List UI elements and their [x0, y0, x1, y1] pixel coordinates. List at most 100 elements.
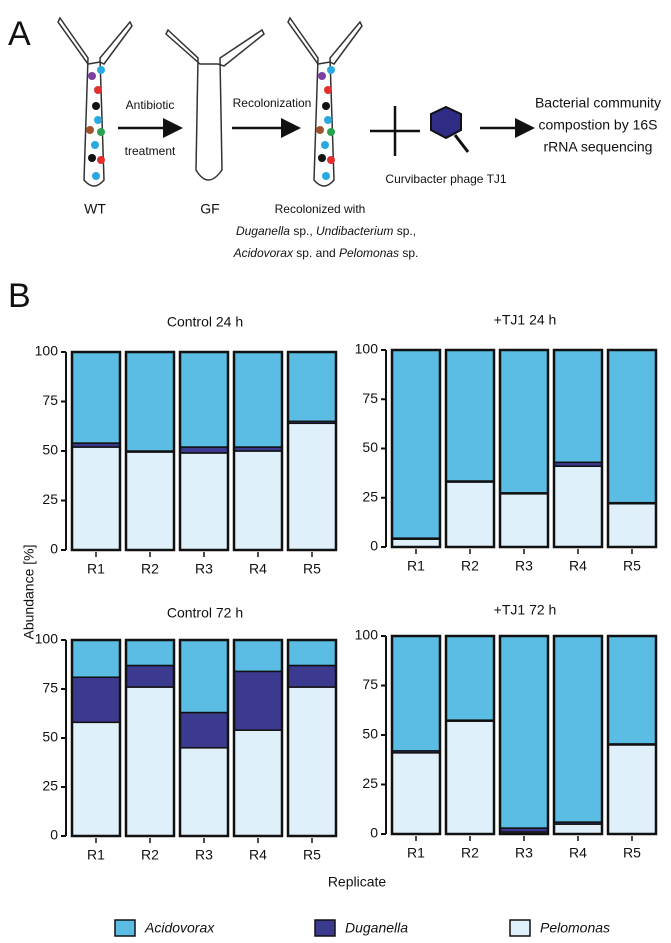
- y-tick-label: 50: [42, 442, 58, 458]
- bar-segment: [392, 636, 440, 751]
- y-tick-label: 100: [35, 343, 59, 359]
- bar-segment: [72, 722, 120, 836]
- phage-label: Curvibacter phage TJ1: [385, 172, 507, 186]
- result-text: compostion by 16S: [538, 117, 657, 133]
- y-tick-label: 75: [42, 680, 58, 696]
- bar-segment: [234, 451, 282, 550]
- y-tick-label: 0: [370, 825, 378, 841]
- bar-segment: [72, 640, 120, 677]
- x-tick-label: R4: [249, 847, 267, 863]
- y-tick-label: 50: [42, 729, 58, 745]
- bar-segment: [234, 730, 282, 836]
- bar-segment: [126, 665, 174, 687]
- text: sp. and: [293, 246, 339, 260]
- result-text: rRNA sequencing: [544, 139, 653, 155]
- bar-segment: [446, 482, 494, 547]
- bar-segment: [234, 640, 282, 671]
- x-tick-label: R4: [569, 558, 587, 574]
- taxon: Pelomonas: [339, 246, 399, 260]
- x-tick-label: R1: [407, 558, 425, 574]
- bar-segment: [288, 352, 336, 421]
- panel-label: B: [8, 277, 31, 315]
- bar-segment: [234, 671, 282, 730]
- panel-label: A: [8, 15, 31, 53]
- x-tick-label: R2: [461, 845, 479, 861]
- bar-segment: [234, 352, 282, 447]
- bar-segment: [180, 713, 228, 748]
- chart-title: +TJ1 72 h: [494, 602, 557, 618]
- y-tick-label: 0: [370, 538, 378, 554]
- x-tick-label: R4: [249, 561, 267, 577]
- figure: A WT GF Antibiotic treatment Recolonizat…: [0, 0, 671, 943]
- x-tick-label: R5: [623, 845, 641, 861]
- step-label: treatment: [125, 144, 176, 158]
- bar-segment: [126, 687, 174, 836]
- result-text: Bacterial community: [535, 95, 661, 111]
- text: sp.: [399, 246, 418, 260]
- y-tick-label: 100: [35, 631, 59, 647]
- x-tick-label: R2: [141, 847, 159, 863]
- legend-swatch: [115, 920, 135, 936]
- text: sp.,: [393, 224, 416, 238]
- bar-segment: [500, 350, 548, 493]
- bar-segment: [72, 447, 120, 550]
- bar-segment: [608, 745, 656, 834]
- legend-swatch: [315, 920, 335, 936]
- bar-segment: [554, 824, 602, 834]
- y-axis-label: Abundance [%]: [21, 545, 37, 640]
- bar-segment: [554, 350, 602, 462]
- y-tick-label: 0: [50, 541, 58, 557]
- y-tick-label: 100: [355, 341, 379, 357]
- bar-segment: [500, 636, 548, 828]
- taxon: Duganella: [236, 224, 290, 238]
- bar-segment: [288, 687, 336, 836]
- x-tick-label: R1: [87, 847, 105, 863]
- legend-label: Duganella: [345, 920, 408, 936]
- bar-segment: [288, 423, 336, 550]
- x-tick-label: R2: [461, 558, 479, 574]
- bar-segment: [180, 352, 228, 447]
- chart: +TJ1 72 h0255075100R1R2R3R4R5: [355, 602, 656, 861]
- x-tick-label: R3: [515, 845, 533, 861]
- bar-segment: [180, 748, 228, 836]
- x-tick-label: R3: [515, 558, 533, 574]
- panel-a: A WT GF Antibiotic treatment Recolonizat…: [8, 15, 661, 260]
- y-tick-label: 50: [362, 726, 378, 742]
- chart-title: Control 24 h: [167, 314, 243, 330]
- bar-segment: [72, 677, 120, 722]
- chart: +TJ1 24 h0255075100R1R2R3R4R5: [355, 312, 656, 574]
- plus: [370, 106, 420, 156]
- y-tick-label: 75: [362, 390, 378, 406]
- bar-segment: [126, 452, 174, 550]
- legend-label: Acidovorax: [144, 920, 215, 936]
- y-tick-label: 25: [362, 488, 378, 504]
- x-axis-label: Replicate: [328, 874, 387, 890]
- step-label: Antibiotic: [126, 98, 175, 112]
- text: sp.,: [290, 224, 316, 238]
- x-tick-label: R5: [623, 558, 641, 574]
- y-tick-label: 50: [362, 439, 378, 455]
- bar-segment: [608, 636, 656, 744]
- bar-segment: [608, 504, 656, 547]
- bar-segment: [72, 352, 120, 443]
- bar-segment: [392, 350, 440, 538]
- label-gf: GF: [200, 201, 219, 217]
- x-tick-label: R3: [195, 561, 213, 577]
- y-tick-label: 25: [42, 778, 58, 794]
- bar-segment: [180, 447, 228, 453]
- bar-segment: [180, 640, 228, 713]
- y-tick-label: 25: [362, 775, 378, 791]
- bar-segment: [126, 352, 174, 451]
- recolonized-text: Recolonized with: [275, 202, 366, 216]
- bar-segment: [554, 466, 602, 547]
- bar-segment: [446, 721, 494, 834]
- bar-segment: [500, 494, 548, 547]
- x-tick-label: R4: [569, 845, 587, 861]
- bar-segment: [446, 636, 494, 720]
- legend-swatch: [510, 920, 530, 936]
- y-tick-label: 25: [42, 491, 58, 507]
- x-tick-label: R1: [407, 845, 425, 861]
- step-label: Recolonization: [233, 96, 312, 110]
